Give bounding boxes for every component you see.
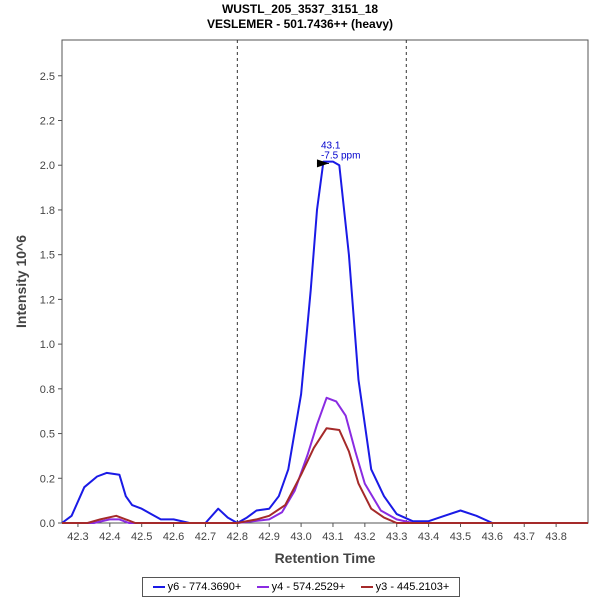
x-tick-label: 43.8 bbox=[545, 531, 566, 543]
peak-label-ppm: -7.5 ppm bbox=[321, 150, 360, 161]
y-tick-label: 2.5 bbox=[40, 71, 55, 83]
x-tick-label: 43.4 bbox=[418, 531, 439, 543]
legend-swatch bbox=[360, 586, 373, 588]
y-tick-label: 1.2 bbox=[40, 294, 55, 306]
legend: y6 - 774.3690+ y4 - 574.2529+ y3 - 445.210… bbox=[142, 577, 460, 597]
y-tick-label: 1.8 bbox=[40, 205, 55, 217]
legend-item: y6 - 774.3690+ bbox=[152, 581, 242, 593]
chart-subtitle: VESLEMER - 501.7436++ (heavy) bbox=[206, 17, 394, 31]
y-tick-label: 0.2 bbox=[40, 473, 55, 485]
x-tick-label: 43.3 bbox=[386, 531, 407, 543]
peak-label-time: 43.1 bbox=[321, 140, 341, 151]
x-tick-label: 42.6 bbox=[163, 531, 184, 543]
x-axis-label: Retention Time bbox=[275, 550, 376, 566]
plot-area bbox=[61, 39, 589, 524]
x-tick-label: 43.0 bbox=[290, 531, 311, 543]
y-tick-label: 0.0 bbox=[40, 518, 55, 530]
x-tick-label: 43.6 bbox=[482, 531, 503, 543]
legend-label: y6 - 774.3690+ bbox=[167, 581, 242, 593]
x-tick-label: 43.5 bbox=[450, 531, 471, 543]
series-line bbox=[61, 160, 588, 524]
series-line bbox=[62, 427, 588, 524]
legend-swatch bbox=[256, 586, 269, 588]
legend-swatch bbox=[152, 586, 165, 588]
legend-label: y3 - 445.2103+ bbox=[375, 581, 450, 593]
y-tick-label: 2.0 bbox=[40, 160, 55, 172]
x-tick-label: 43.7 bbox=[514, 531, 535, 543]
legend-item: y4 - 574.2529+ bbox=[256, 581, 346, 593]
x-tick-label: 42.8 bbox=[227, 531, 248, 543]
y-tick-label: 0.8 bbox=[40, 384, 55, 396]
chart-title: WUSTL_205_3537_3151_18 bbox=[221, 2, 379, 16]
y-tick-label: 1.5 bbox=[40, 250, 55, 262]
y-tick-label: 1.0 bbox=[40, 339, 55, 351]
legend-item: y3 - 445.2103+ bbox=[360, 581, 450, 593]
series-line bbox=[62, 396, 588, 524]
x-tick-label: 42.7 bbox=[195, 531, 216, 543]
x-tick-label: 42.3 bbox=[67, 531, 88, 543]
legend-label: y4 - 574.2529+ bbox=[271, 581, 346, 593]
x-tick-label: 42.4 bbox=[99, 531, 120, 543]
x-tick-label: 43.1 bbox=[322, 531, 343, 543]
y-tick-label: 0.5 bbox=[40, 429, 55, 441]
y-axis-label: Intensity 10^6 bbox=[13, 235, 29, 328]
y-tick-label: 2.2 bbox=[40, 116, 55, 128]
x-tick-label: 42.5 bbox=[131, 531, 152, 543]
x-tick-label: 43.2 bbox=[354, 531, 375, 543]
x-tick-label: 42.9 bbox=[259, 531, 280, 543]
